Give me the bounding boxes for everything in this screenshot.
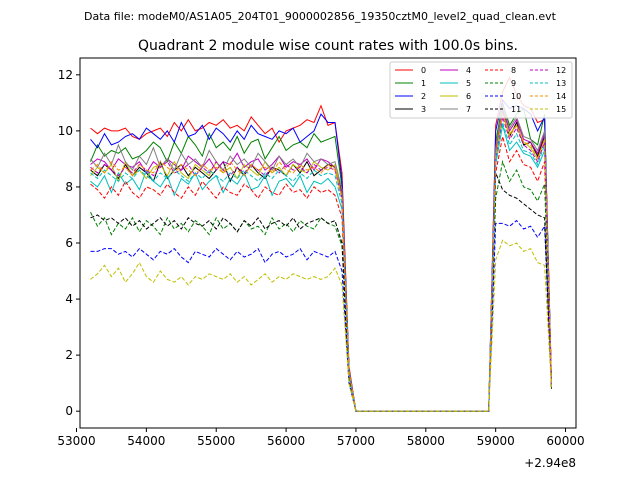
chart-title: Quadrant 2 module wise count rates with …: [138, 38, 518, 54]
legend-label-2: 2: [421, 92, 426, 101]
y-tick-label: 6: [65, 236, 73, 250]
y-tick-label: 10: [58, 124, 73, 138]
series-line-0: [90, 76, 552, 412]
series-line-7: [90, 105, 552, 412]
legend-label-11: 11: [511, 105, 521, 114]
legend-label-14: 14: [556, 92, 566, 101]
legend-box: [389, 61, 573, 119]
legend-label-6: 6: [466, 92, 471, 101]
x-tick-label: 55000: [197, 434, 235, 448]
y-tick-label: 4: [65, 292, 73, 306]
legend-label-1: 1: [421, 79, 426, 88]
x-tick-label: 53000: [57, 434, 95, 448]
legend-label-8: 8: [511, 66, 516, 75]
series-line-4: [90, 108, 552, 412]
series-line-15: [90, 239, 552, 412]
legend-label-7: 7: [466, 105, 471, 114]
y-tick-label: 12: [58, 68, 73, 82]
x-tick-label: 54000: [127, 434, 165, 448]
legend-label-15: 15: [556, 105, 566, 114]
series-line-11: [90, 172, 552, 412]
series-lines: [90, 76, 552, 412]
data-file-label: Data file: modeM0/AS1A05_204T01_90000028…: [84, 10, 557, 23]
x-tick-label: 56000: [267, 434, 305, 448]
x-offset-label: +2.94e8: [524, 456, 576, 470]
series-line-8: [90, 136, 552, 412]
x-axis: 53000 54000 55000 56000 57000 58000 59000 60000: [57, 428, 585, 448]
legend-label-0: 0: [421, 66, 426, 75]
y-tick-label: 2: [65, 348, 73, 362]
series-line-10: [90, 219, 552, 412]
legend-label-13: 13: [556, 79, 566, 88]
x-tick-label: 57000: [337, 434, 375, 448]
legend-label-9: 9: [511, 79, 516, 88]
series-line-9: [90, 159, 552, 412]
series-line-3: [90, 111, 552, 412]
series-line-14: [90, 113, 552, 412]
series-line-12: [90, 116, 552, 412]
legend-label-12: 12: [556, 66, 566, 75]
y-axis: 0 2 4 6 8 10 12: [58, 68, 80, 418]
x-tick-label: 59000: [477, 434, 515, 448]
series-line-1: [90, 102, 552, 412]
y-tick-label: 8: [65, 180, 73, 194]
x-tick-label: 58000: [407, 434, 445, 448]
legend-label-3: 3: [421, 105, 426, 114]
y-tick-label: 0: [65, 404, 73, 418]
legend-label-5: 5: [466, 79, 471, 88]
series-line-2: [90, 98, 552, 412]
x-tick-label: 60000: [546, 434, 584, 448]
legend-label-4: 4: [466, 66, 471, 75]
legend-label-10: 10: [511, 92, 521, 101]
